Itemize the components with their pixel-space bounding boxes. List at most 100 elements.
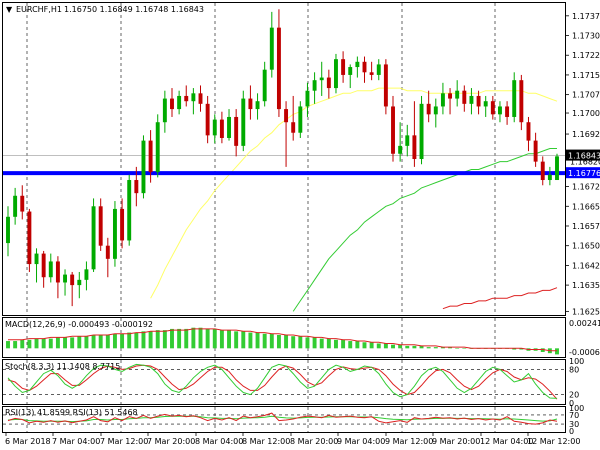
candle-body [170,98,174,110]
candle-body [205,103,210,136]
stochastic-axis-label: 80 [569,365,579,374]
macd-bar [55,337,60,349]
rsi-axis-label: 30 [569,420,579,429]
candle-body [177,95,182,110]
candle-body [433,106,438,115]
macd-bar [362,342,367,349]
candle-body [41,253,46,278]
macd-bottom-label: -0.000632 [569,348,600,357]
candle-body [305,90,310,107]
x-tick-label: 12 Mar 04:00 [480,437,533,446]
y-tick-label: 1.16350 [572,281,600,290]
x-tick-label: 8 Mar 20:00 [290,437,338,446]
y-tick-label: 1.16575 [572,222,600,231]
candle [319,61,324,96]
macd-signal-line [8,328,557,352]
candle [555,153,559,181]
candle-body [212,119,217,136]
candle [55,256,60,299]
candle-body [412,135,417,159]
macd-bar [512,348,517,350]
macd-bar [162,330,167,349]
y-tick-label: 1.17300 [572,32,600,41]
candle-body [105,245,110,259]
macd-label: MACD(12,26,9) -0.000493 -0.000192 [5,320,153,329]
macd-bar [398,344,403,349]
macd-bar [34,338,39,349]
candle [276,9,281,117]
x-tick-label: 7 Mar 20:00 [147,437,195,446]
candle [498,101,502,123]
macd-bar [212,328,217,349]
candle-body [512,80,517,117]
candle-body [84,269,89,280]
candle [105,237,110,278]
candle [376,59,381,81]
macd-bar [312,337,317,349]
candle-body [533,140,538,162]
candle [155,114,160,178]
candle-body [162,98,167,123]
candle [476,90,481,115]
candle-body [48,261,53,278]
macd-bar [184,328,189,349]
macd-bar [440,347,445,349]
candle-body [383,64,388,107]
stochastic-axis-label: 20 [569,391,579,400]
candle-body [469,95,474,104]
y-tick-label: 1.16650 [572,202,600,211]
candle-body [312,80,317,91]
candle [362,56,367,83]
rsi-axis-label: 100 [569,404,584,413]
candle [412,101,417,167]
y-tick-label: 1.17075 [572,91,600,100]
stochastic-signal-line [7,364,558,400]
macd-panel [2,317,566,358]
x-tick-label: 8 Mar 04:00 [195,437,243,446]
y-tick-label: 1.16425 [572,261,600,270]
candle-body [362,61,367,73]
macd-bar [269,333,274,349]
candle-body [34,253,39,265]
collapse-triangle-icon[interactable]: ▼ [6,5,13,14]
candle [127,174,132,246]
macd-bar [191,327,196,349]
macd-bar [234,331,239,349]
candle-body [398,145,403,154]
candle [205,95,210,144]
candle [533,132,538,167]
macd-bar [227,330,231,349]
candle-body [448,93,453,99]
x-tick-label: 7 Mar 04:00 [52,437,100,446]
stochastic-layer [3,363,565,400]
macd-bar [305,337,310,349]
macd-bar [319,338,324,349]
candle-body [426,103,431,115]
candle-body [519,80,524,123]
x-tick-label: 9 Mar 20:00 [432,437,480,446]
macd-bar [148,331,153,349]
y-tick-label: 1.17225 [572,51,600,60]
macd-bar [141,331,146,349]
candle-body [284,109,289,123]
candle-body [547,174,552,181]
stochastic-axis-label: 100 [569,357,584,366]
macd-bar [433,347,438,349]
candle [519,74,524,131]
macd-bar [298,336,303,349]
stochastic-main-line [7,363,558,399]
candle-body [341,59,346,75]
candle [405,124,410,157]
macd-bar [77,336,82,349]
candle-body [155,122,160,173]
macd-bar [448,347,453,349]
candle [326,69,331,99]
candle-body [334,59,338,89]
candle [483,95,488,117]
candle-body [369,72,374,75]
candle [505,101,510,125]
macd-bar [120,333,125,349]
candle [355,56,360,78]
candle-body [462,90,467,104]
